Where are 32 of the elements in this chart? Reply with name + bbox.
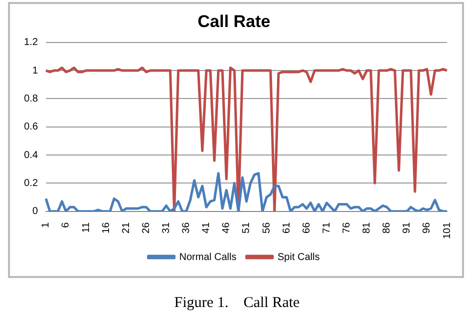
y-tick-label: 1 [32,65,38,76]
x-tick-label: 36 [181,222,192,234]
x-tick-label: 61 [281,222,292,234]
y-tick-label: 0 [32,206,38,218]
x-tick-label: 26 [140,222,152,234]
x-tick-label: 91 [402,222,413,234]
legend-label: Normal Calls [179,252,236,263]
y-tick-label: 0.2 [24,178,38,189]
y-tick-label: 0.8 [24,93,38,104]
y-tick-label: 0.6 [24,122,38,133]
x-tick-label: 96 [422,222,433,234]
x-tick-label: 1 [40,222,52,228]
x-tick-label: 101 [442,222,453,240]
x-tick-label: 51 [241,222,252,234]
x-tick-label: 66 [301,222,312,234]
x-tick-label: 41 [201,222,212,234]
x-tick-label: 86 [382,222,393,234]
legend-label: Spit Calls [278,252,320,263]
x-tick-label: 6 [60,222,72,228]
x-tick-label: 31 [160,222,172,234]
x-tick-label: 21 [120,222,132,234]
x-tick-label: 81 [362,222,373,234]
y-tick-label: 0.4 [24,150,38,161]
x-tick-label: 76 [341,222,352,234]
caption: Figure 1. Call Rate [173,295,301,312]
x-tick-label: 16 [100,222,112,234]
chart-title: Call Rate [198,12,270,31]
x-tick-label: 46 [221,222,232,234]
x-tick-label: 56 [261,222,272,234]
x-tick-label: 71 [321,222,332,234]
y-tick-label: 1.2 [24,37,38,48]
x-tick-label: 11 [80,222,92,233]
